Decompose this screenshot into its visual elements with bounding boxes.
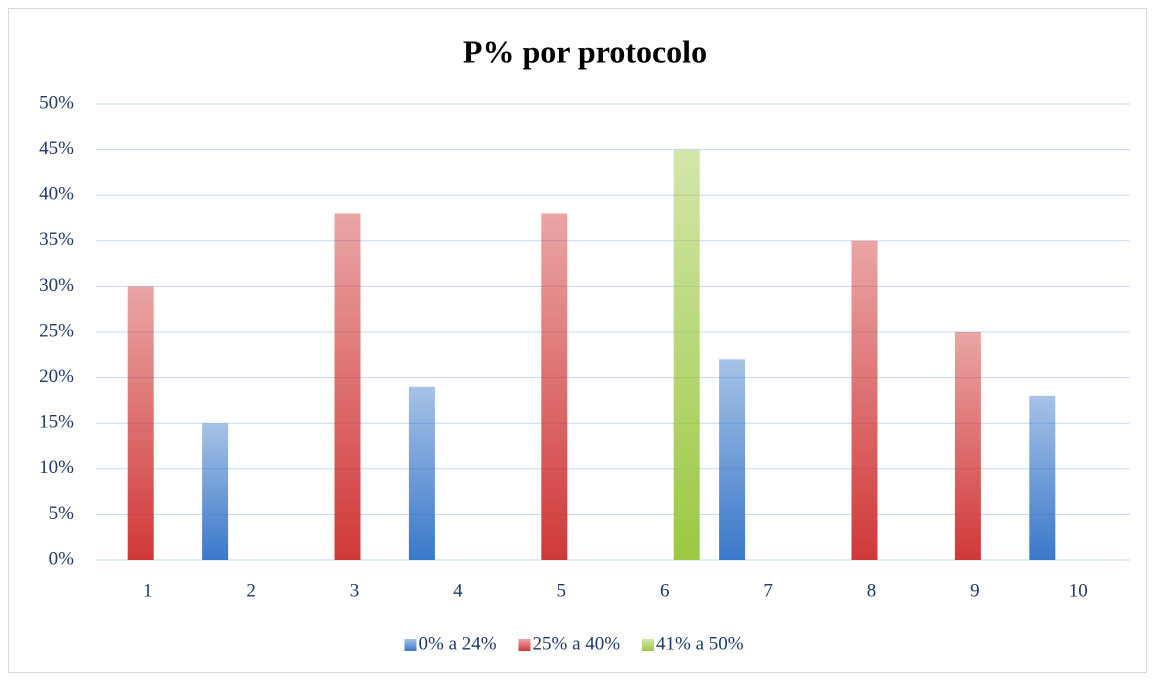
y-tick-label: 0% — [49, 548, 75, 569]
bar — [127, 286, 154, 560]
x-tick-label: 9 — [970, 580, 980, 601]
bar — [334, 213, 361, 560]
x-tick-label: 8 — [867, 580, 877, 601]
y-tick-label: 50% — [39, 92, 74, 113]
y-tick-label: 35% — [39, 229, 74, 250]
x-tick-label: 6 — [660, 580, 670, 601]
legend-swatch — [404, 639, 417, 651]
legend-swatch — [518, 639, 531, 651]
bar — [1029, 395, 1056, 560]
x-tick-label: 5 — [557, 580, 567, 601]
y-tick-label: 45% — [39, 138, 74, 159]
bar — [673, 149, 700, 560]
x-tick-label: 3 — [350, 580, 360, 601]
x-tick-label: 4 — [453, 580, 463, 601]
y-tick-label: 5% — [49, 503, 75, 524]
y-tick-label: 20% — [39, 366, 74, 387]
legend-label: 0% a 24% — [419, 633, 497, 654]
y-tick-label: 30% — [39, 275, 74, 296]
x-tick-label: 10 — [1069, 580, 1088, 601]
legend-swatch — [642, 639, 654, 651]
x-tick-label: 2 — [246, 580, 256, 601]
bar — [719, 359, 746, 560]
bar — [851, 240, 878, 561]
x-tick-label: 7 — [763, 580, 773, 601]
legend-label: 41% a 50% — [656, 633, 744, 654]
y-tick-label: 25% — [39, 320, 74, 341]
legend-label: 25% a 40% — [533, 633, 621, 654]
y-tick-label: 40% — [39, 184, 74, 205]
bar — [408, 386, 435, 560]
x-tick-label: 1 — [143, 580, 153, 601]
chart-title: P% por protocolo — [463, 33, 707, 69]
y-tick-label: 10% — [39, 457, 74, 478]
bar — [954, 332, 981, 560]
bar — [202, 423, 229, 560]
y-tick-label: 15% — [39, 412, 74, 433]
bar — [541, 213, 568, 560]
